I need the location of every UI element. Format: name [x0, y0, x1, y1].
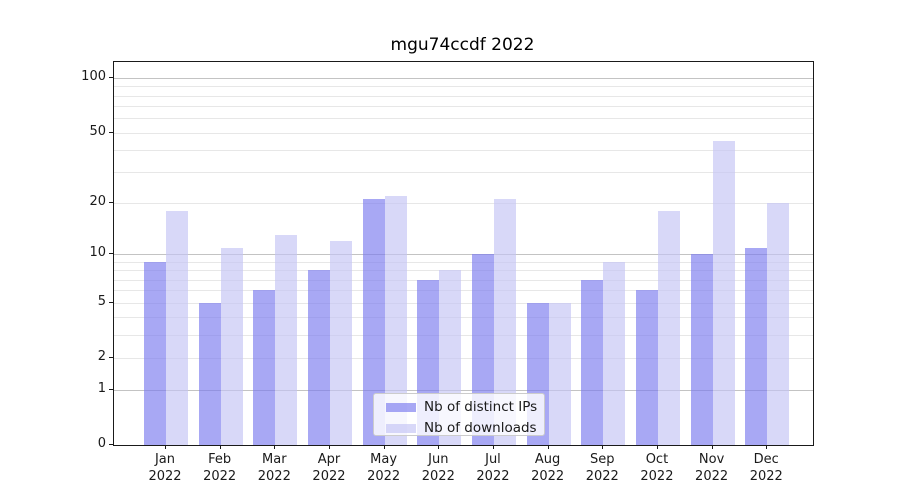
minor-gridline	[114, 106, 813, 108]
bar-may-distinct-ips	[362, 199, 385, 445]
x-axis-month-label: Oct 2022	[640, 452, 674, 484]
y-axis-tick-label: 100	[81, 69, 106, 85]
minor-gridline	[114, 270, 813, 272]
y-axis-tick-label: 1	[97, 380, 106, 396]
major-gridline	[114, 254, 813, 256]
x-axis-month-label: Jan 2022	[148, 452, 182, 484]
minor-gridline	[114, 262, 813, 263]
x-axis-tick	[219, 445, 221, 449]
y-axis-tick-label: 2	[97, 348, 106, 364]
bar-dec-downloads	[767, 203, 790, 445]
legend-item-distinct-ips: Nb of distinct IPs	[374, 399, 544, 415]
bar-may-downloads	[384, 195, 407, 445]
major-gridline	[114, 389, 813, 391]
minor-gridline	[114, 172, 813, 174]
x-axis-tick	[547, 445, 549, 449]
x-axis-tick	[766, 445, 768, 449]
minor-gridline	[114, 149, 813, 151]
bar-oct-downloads	[657, 210, 680, 445]
x-axis-month-label: Feb 2022	[203, 452, 237, 484]
x-axis-month-label: Jul 2022	[476, 452, 510, 484]
x-axis-month-label: Sep 2022	[585, 452, 619, 484]
y-axis-tick-label: 50	[89, 123, 106, 139]
bar-nov-downloads	[712, 140, 735, 445]
bar-mar-downloads	[275, 235, 298, 445]
legend-swatch-distinct-ips	[386, 403, 416, 412]
minor-gridline	[114, 95, 813, 97]
x-axis-month-label: Dec 2022	[749, 452, 783, 484]
x-axis-month-label: Jun 2022	[421, 452, 455, 484]
legend-label-distinct-ips: Nb of distinct IPs	[424, 399, 538, 415]
x-axis-tick	[328, 445, 330, 449]
legend: Nb of distinct IPs Nb of downloads	[373, 393, 545, 436]
minor-gridline	[114, 279, 813, 281]
bar-nov-distinct-ips	[690, 254, 713, 445]
bar-apr-distinct-ips	[307, 270, 330, 445]
bar-feb-distinct-ips	[198, 302, 221, 445]
bar-jan-downloads	[166, 210, 188, 445]
legend-label-downloads: Nb of downloads	[424, 420, 537, 436]
bar-jan-distinct-ips	[144, 262, 166, 445]
x-axis-tick	[383, 445, 385, 449]
x-axis-tick	[438, 445, 440, 449]
x-axis-tick	[602, 445, 604, 449]
y-axis-tick-label: 20	[89, 194, 106, 210]
y-axis-tick	[109, 301, 113, 303]
minor-gridline	[114, 357, 813, 359]
bar-aug-downloads	[548, 302, 571, 445]
minor-gridline	[114, 203, 813, 205]
bar-sep-downloads	[603, 262, 626, 445]
bar-apr-downloads	[329, 241, 352, 445]
y-axis-tick	[109, 388, 113, 390]
y-axis-tick-label: 10	[89, 245, 106, 261]
y-axis-tick	[109, 444, 113, 445]
bar-mar-distinct-ips	[253, 290, 276, 445]
y-axis-tick-label: 0	[97, 436, 106, 451]
bar-oct-distinct-ips	[635, 290, 658, 445]
y-axis-tick-label: 5	[97, 293, 106, 309]
x-axis-month-label: Nov 2022	[695, 452, 729, 484]
minor-gridline	[114, 302, 813, 304]
bar-sep-distinct-ips	[581, 279, 604, 445]
x-axis-month-label: Mar 2022	[257, 452, 291, 484]
minor-gridline	[114, 86, 813, 88]
major-gridline	[114, 78, 813, 80]
minor-gridline	[114, 118, 813, 120]
x-axis-month-label: Aug 2022	[531, 452, 565, 484]
x-axis-tick	[165, 445, 166, 449]
minor-gridline	[114, 334, 813, 336]
y-axis-tick	[109, 131, 113, 133]
x-axis-tick	[711, 445, 713, 449]
plot-area	[113, 61, 814, 446]
bar-feb-downloads	[220, 247, 243, 445]
y-axis-tick	[109, 77, 113, 79]
x-axis-month-label: Apr 2022	[312, 452, 346, 484]
y-axis-tick	[109, 356, 113, 358]
x-axis-tick	[274, 445, 276, 449]
legend-item-downloads: Nb of downloads	[374, 420, 544, 436]
x-axis-month-label: May 2022	[367, 452, 401, 484]
x-axis-tick	[492, 445, 494, 449]
bar-dec-distinct-ips	[745, 247, 768, 445]
y-axis-tick	[109, 202, 113, 204]
bar-jul-downloads	[493, 199, 516, 445]
y-axis-tick	[109, 253, 113, 255]
x-axis-tick	[656, 445, 658, 449]
minor-gridline	[114, 317, 813, 319]
minor-gridline	[114, 132, 813, 134]
chart-title: mgu74ccdf 2022	[390, 35, 535, 55]
minor-gridline	[114, 290, 813, 292]
legend-swatch-downloads	[386, 424, 416, 433]
